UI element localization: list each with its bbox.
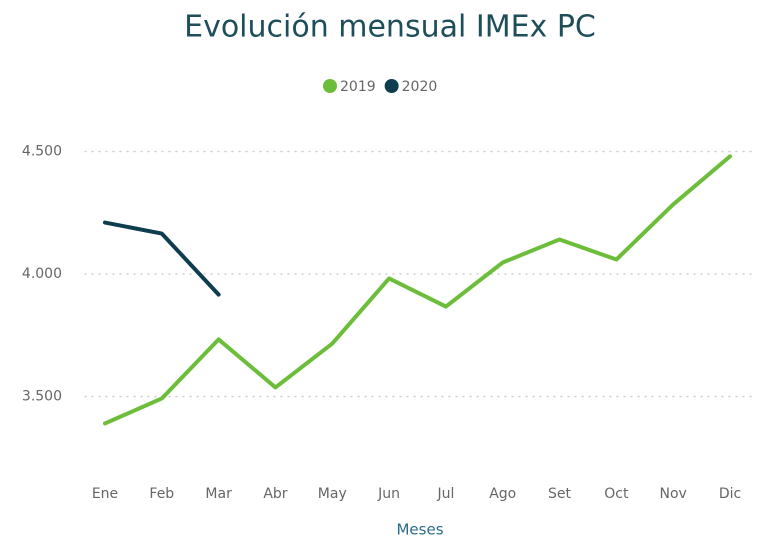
x-tick-label: May	[318, 486, 347, 502]
legend-label: 2019	[340, 79, 376, 95]
x-axis-title: Meses	[396, 521, 443, 538]
y-tick-label: 3.500	[22, 389, 62, 405]
line-series	[103, 220, 221, 297]
x-tick-label: Abr	[263, 486, 287, 502]
chart-title: Evolución mensual IMEx PC	[184, 10, 596, 45]
line-series	[103, 154, 732, 426]
x-tick-label: Dic	[719, 486, 741, 502]
x-tick-label: Oct	[604, 486, 629, 502]
legend-label: 2020	[402, 79, 438, 95]
y-tick-label: 4.000	[22, 266, 62, 282]
x-tick-label: Ene	[92, 486, 118, 502]
x-tick-label: Mar	[205, 486, 232, 502]
x-tick-label: Ago	[489, 486, 516, 502]
x-tick-label: Jun	[377, 486, 400, 502]
x-tick-label: Feb	[149, 486, 174, 502]
x-tick-label: Set	[548, 486, 572, 502]
y-tick-label: 4.500	[22, 144, 62, 160]
legend-marker	[323, 79, 337, 93]
x-tick-label: Jul	[436, 486, 454, 502]
legend-marker	[384, 79, 399, 93]
x-tick-label: Nov	[660, 486, 687, 502]
